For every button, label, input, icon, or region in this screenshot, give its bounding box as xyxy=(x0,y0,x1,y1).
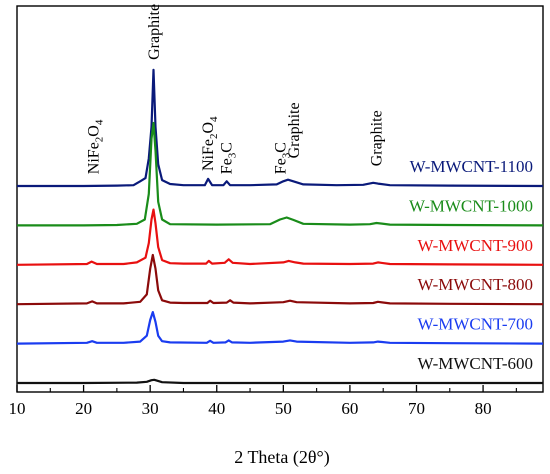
peak-annotation-6: Graphite xyxy=(369,110,386,166)
series-label-2: W-MWCNT-900 xyxy=(417,236,533,255)
series-line-2 xyxy=(16,208,544,266)
series-label-0: W-MWCNT-1100 xyxy=(410,157,533,176)
peak-annotation-1: Graphite xyxy=(146,4,163,60)
series-labels: W-MWCNT-1100 W-MWCNT-1000 W-MWCNT-900 W-MWC… xyxy=(409,157,533,373)
x-axis: 10 20 30 40 50 60 70 80 xyxy=(9,385,517,418)
series-label-3: W-MWCNT-800 xyxy=(417,275,533,294)
series-line-5 xyxy=(17,378,543,385)
peak-annotation-2: NiFe2O4 xyxy=(200,116,220,171)
x-axis-title: 2 Theta (2θ°) xyxy=(234,447,329,468)
x-tick-label-6: 70 xyxy=(408,399,425,418)
plot-area xyxy=(16,5,544,393)
series-line-1 xyxy=(17,121,544,227)
x-tick-label-4: 50 xyxy=(275,399,292,418)
series-label-1: W-MWCNT-1000 xyxy=(409,196,533,215)
plot-frame xyxy=(16,5,544,393)
x-tick-label-0: 10 xyxy=(9,399,26,418)
series-label-4: W-MWCNT-700 xyxy=(417,315,533,334)
series-line-0 xyxy=(17,68,544,188)
peak-annotation-5: Graphite xyxy=(286,102,303,158)
peak-annotation-3: Fe3C xyxy=(219,142,239,174)
series-line-4 xyxy=(16,311,544,345)
peak-annotation-4: Fe3C xyxy=(273,142,293,174)
series-line-3 xyxy=(16,253,544,306)
x-tick-label-5: 60 xyxy=(341,399,358,418)
x-tick-label-7: 80 xyxy=(475,399,492,418)
x-tick-label-2: 30 xyxy=(142,399,159,418)
x-tick-label-3: 40 xyxy=(208,399,225,418)
x-tick-label-1: 20 xyxy=(75,399,92,418)
peak-annotation-0: NiFe2O4 xyxy=(86,119,106,174)
series-label-5: W-MWCNT-600 xyxy=(417,354,533,373)
series-lines xyxy=(16,68,544,385)
